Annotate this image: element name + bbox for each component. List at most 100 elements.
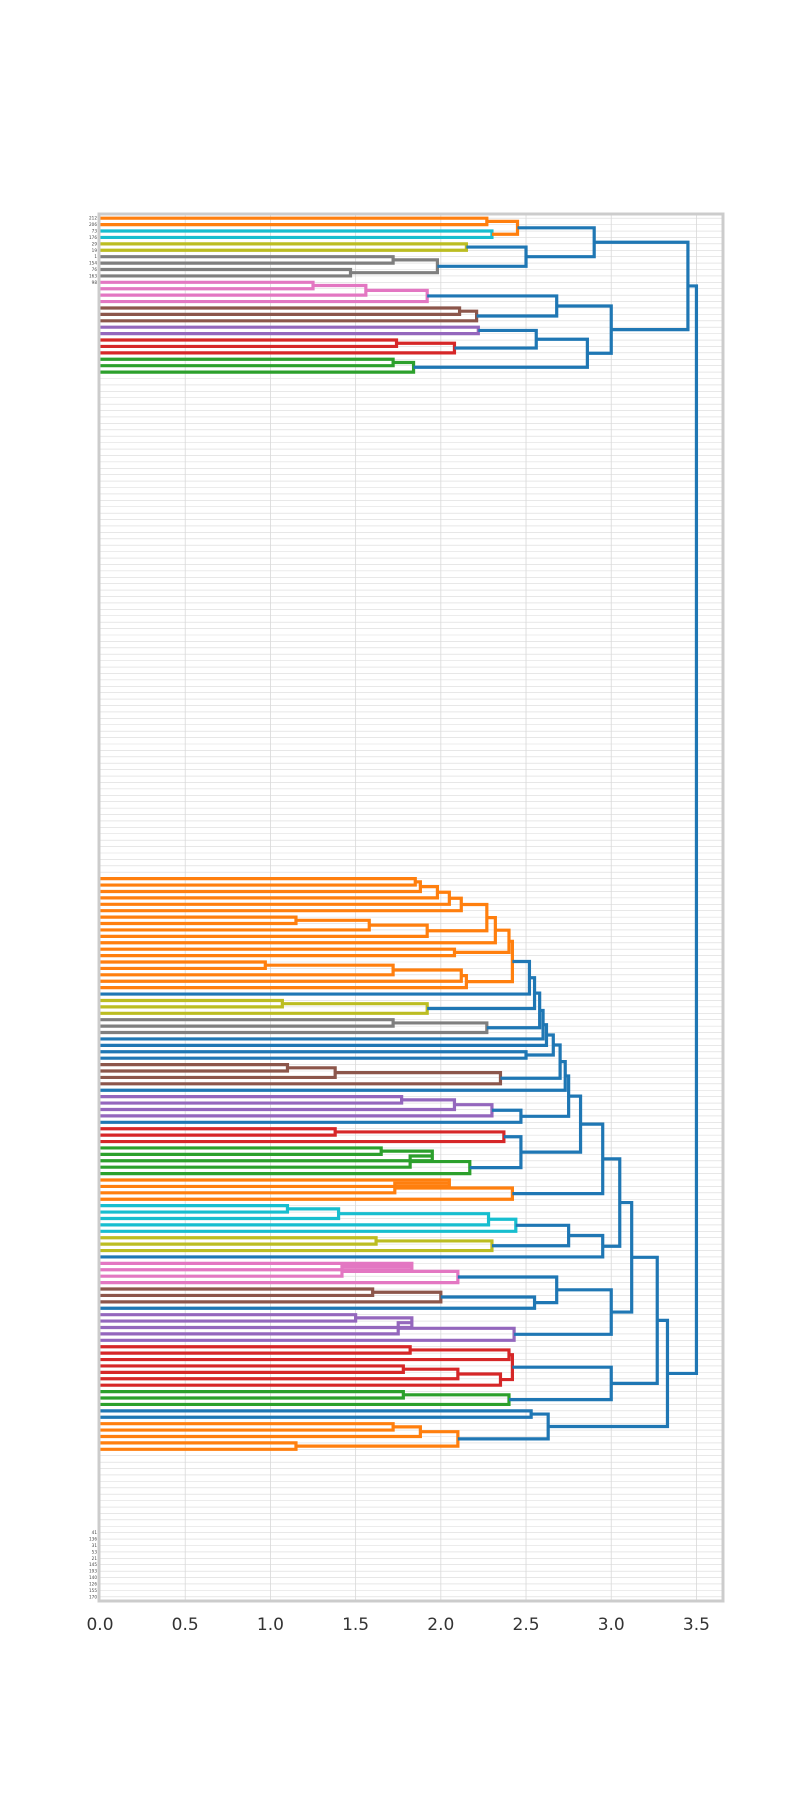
- leaf-label: 76: [92, 267, 98, 272]
- dendrogram-link-m35: [100, 947, 457, 958]
- dendrogram-link-m104: [100, 1393, 511, 1407]
- dendrogram-link-m33: [427, 902, 489, 933]
- dendrogram-link-m65: [100, 1146, 383, 1156]
- dendrogram-link-m24: [594, 240, 690, 332]
- dendrogram-link-m80: [100, 1239, 494, 1253]
- dendrogram-link-m31: [100, 918, 371, 932]
- leaf-label: 126: [89, 1581, 97, 1586]
- plot-frame: [97, 212, 725, 1603]
- dendrogram-link-m32: [100, 923, 429, 938]
- dendrogram-link-m58: [100, 1095, 404, 1105]
- leaf-label: 170: [89, 1594, 97, 1599]
- dendrogram-link-m93: [100, 1321, 412, 1336]
- leaf-label: 73: [92, 229, 98, 234]
- dendrogram-link-m11: [100, 283, 368, 297]
- dendrogram-link-m20: [100, 357, 395, 368]
- leaf-label: 29: [92, 241, 98, 246]
- dendrogram-link-m15: [427, 294, 559, 318]
- dendrogram-link-m48: [486, 991, 542, 1030]
- leaf-label: 206: [89, 222, 97, 227]
- dendrogram-link-m98: [100, 1348, 511, 1362]
- dendrogram-link-m79: [100, 1236, 378, 1246]
- dendrogram-link-m91: [100, 1313, 358, 1323]
- dendrogram-link-m5: [100, 255, 395, 265]
- leaf-label: 154: [89, 261, 97, 266]
- dendrogram-link-m56: [500, 1043, 562, 1080]
- dendrogram-link-m37: [100, 960, 267, 971]
- dendrogram-link-m34: [100, 916, 497, 945]
- dendrogram-link-m69: [469, 1135, 523, 1170]
- dendrogram-link-m16: [100, 325, 480, 336]
- dendrogram-link-m6: [100, 267, 353, 278]
- dendrogram-link-m25: [100, 877, 417, 887]
- dendrogram-link-m62: [520, 1074, 571, 1118]
- dendrogram-link-m51: [100, 1050, 528, 1060]
- dendrogram-link-m44: [100, 1002, 429, 1015]
- dendrogram-link-m18: [100, 341, 457, 355]
- leaf-label: 136: [89, 1537, 97, 1542]
- dendrogram-link-m103: [100, 1390, 405, 1400]
- leaf-label: 140: [89, 1575, 97, 1580]
- dendrogram-link-m14: [100, 309, 479, 323]
- dendrogram-link-m53: [100, 1062, 290, 1073]
- dendrogram-link-m10: [100, 280, 315, 291]
- dendrogram-link-m52: [526, 1033, 555, 1057]
- dendrogram-link-m28: [100, 890, 451, 906]
- dendrogram-link-m81: [491, 1223, 571, 1248]
- dendrogram-link-m82: [100, 1233, 605, 1259]
- dendrogram-link-m99: [100, 1364, 405, 1374]
- dendrogram-link-m26: [100, 880, 422, 894]
- dendrogram-link-m114: [667, 284, 699, 1376]
- dendrogram-link-m2: [100, 229, 494, 240]
- dendrogram-link-m63: [100, 1127, 337, 1137]
- dendrogram-link-m29: [100, 896, 463, 913]
- x-tick-label: 2.0: [427, 1615, 454, 1635]
- leaf-label: 163: [89, 273, 97, 278]
- dendrogram-link-m108: [100, 1422, 395, 1432]
- dendrogram-link-m47: [100, 1021, 489, 1035]
- dendrogram-link-m60: [100, 1103, 494, 1118]
- dendrogram-link-m38: [100, 963, 395, 977]
- dendrogram-link-m100: [100, 1367, 460, 1381]
- dendrogram-link-m109: [100, 1425, 422, 1439]
- leaf-label: 193: [89, 1569, 97, 1574]
- dendrogram-link-m75: [100, 1204, 290, 1214]
- dendrogram-link-m92: [100, 1316, 414, 1330]
- leaf-label: 41: [92, 1530, 98, 1535]
- dendrogram-link-m19: [454, 328, 538, 350]
- dendrogram-link-m46: [100, 1018, 395, 1028]
- x-tick-label: 1.0: [257, 1615, 284, 1635]
- dendrogram-link-m9: [517, 226, 596, 259]
- x-tick-label: 3.5: [683, 1615, 710, 1635]
- x-tick-label: 0.5: [172, 1615, 199, 1635]
- dendrogram-link-m50: [100, 1023, 549, 1047]
- dendrogram-link-m107: [100, 1409, 533, 1419]
- dendrogram-link-m1: [100, 216, 489, 227]
- dendrogram-link-m97: [100, 1345, 412, 1355]
- dendrogram-link-m110: [100, 1441, 298, 1451]
- x-tick-label: 3.0: [598, 1615, 625, 1635]
- x-tick-label: 1.5: [342, 1615, 369, 1635]
- dendrogram-link-m21: [100, 360, 416, 374]
- dendrogram-link-m96: [611, 1200, 634, 1314]
- dendrogram-link-m90: [457, 1275, 559, 1305]
- dendrogram-link-m111: [295, 1430, 460, 1448]
- leaf-label: 31: [92, 1543, 98, 1548]
- dendrogram-link-m70: [520, 1094, 583, 1154]
- x-tick-label: 0.0: [86, 1615, 113, 1635]
- dendrogram-link-m43: [100, 998, 284, 1009]
- leaf-label: 53: [92, 1549, 98, 1554]
- dendrogram-link-m61: [100, 1108, 523, 1124]
- dendrogram-link-m87: [100, 1287, 375, 1298]
- leaf-label: 19: [92, 248, 98, 253]
- leaf-label: 145: [89, 1562, 97, 1567]
- dendrogram-link-m8: [437, 245, 528, 268]
- dendrogram-link-m64: [100, 1130, 506, 1144]
- dendrogram-link-m105: [508, 1365, 613, 1402]
- dendrogram-link-m49: [100, 1008, 545, 1041]
- dendrogram-link-m54: [100, 1066, 337, 1080]
- leaf-label: 21: [92, 1556, 98, 1561]
- dendrogram-links: [100, 216, 699, 1451]
- dendrogram-link-m76: [100, 1207, 341, 1221]
